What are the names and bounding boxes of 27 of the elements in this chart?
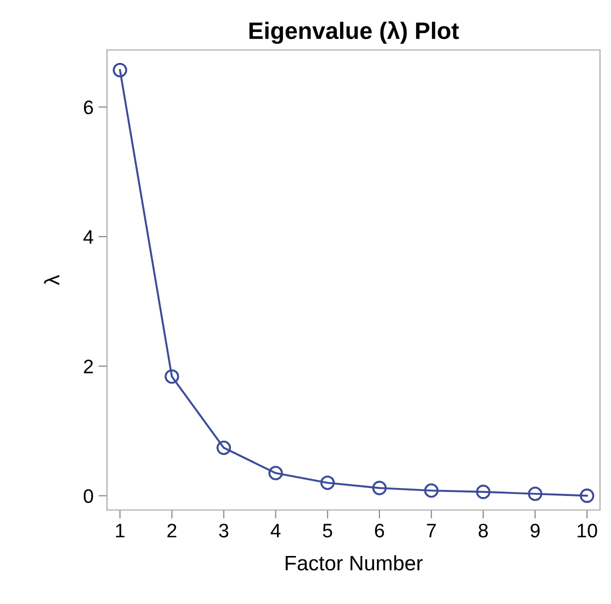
x-tick-label: 2: [167, 524, 176, 538]
point: [528, 486, 542, 502]
point: [424, 483, 439, 498]
y-tick-label: 0: [84, 489, 94, 503]
x-tick-label: 10: [578, 524, 598, 538]
x-tick-label: 6: [375, 524, 384, 538]
chart-title: Eigenvalue (λ) Plot: [249, 21, 459, 44]
x-tick-label: 5: [322, 524, 332, 538]
point: [112, 62, 128, 78]
x-tick-label: 3: [219, 524, 228, 538]
y-axis-title: λ: [44, 274, 60, 286]
x-tick-label: 7: [426, 524, 436, 538]
point: [164, 369, 180, 384]
x-tick-label: 1: [116, 524, 124, 538]
point: [476, 484, 490, 500]
x-tick-label: 9: [530, 524, 540, 538]
point: [216, 440, 231, 456]
x-axis-title: Factor Number: [286, 555, 423, 571]
point: [320, 476, 335, 490]
y-tick-label: 6: [84, 100, 93, 114]
x-tick-label: 8: [478, 524, 488, 538]
point: [580, 488, 594, 503]
y-tick-label: 4: [83, 230, 94, 244]
x-tick-label: 4: [270, 524, 280, 538]
point: [372, 480, 387, 496]
point: [268, 466, 283, 480]
y-tick-label: 2: [84, 360, 93, 374]
